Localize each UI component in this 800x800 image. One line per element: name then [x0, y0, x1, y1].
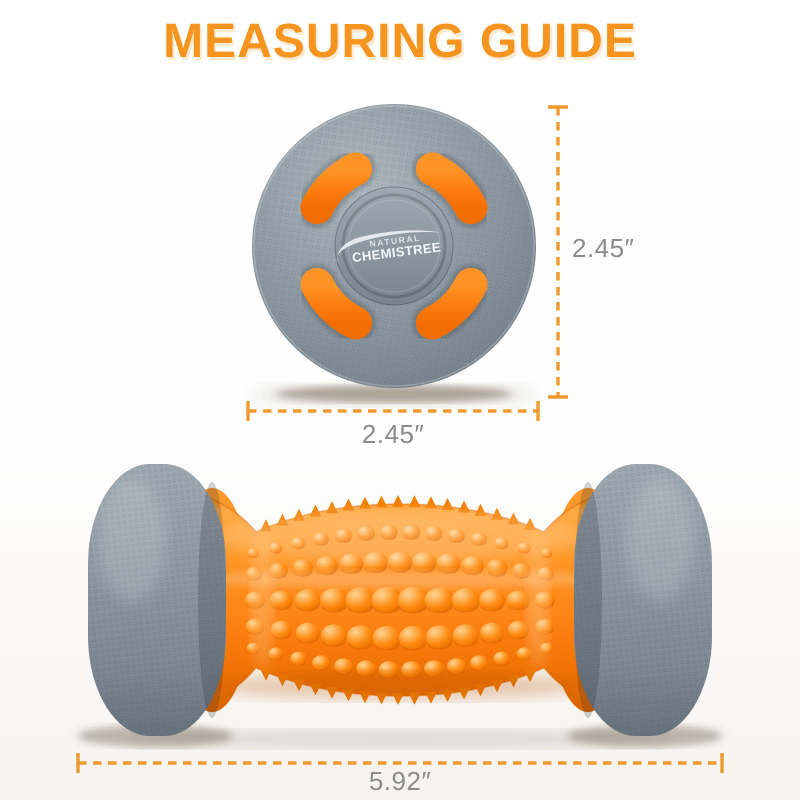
neck-highlight-left: [251, 532, 273, 668]
page-title: MEASURING GUIDE: [163, 15, 637, 68]
right-end-cap: [574, 464, 712, 736]
body-sheen-band: [195, 570, 605, 588]
orange-slot: [300, 267, 373, 340]
disc-contact-shadow: [276, 385, 512, 403]
height-dimension-line: [548, 105, 568, 399]
disc-rim-highlight: [253, 105, 535, 387]
roller-shadow: [130, 730, 670, 748]
orange-slot: [415, 152, 488, 225]
body-shade-lower: [210, 672, 590, 700]
disc-width-label: 2.45″: [361, 419, 425, 449]
neck-highlight-right: [527, 532, 549, 668]
roller-length-label: 5.92″: [368, 766, 432, 796]
disc-hub: [334, 186, 454, 306]
orange-slot: [415, 267, 488, 340]
logo-swoosh: [336, 230, 443, 264]
disc-height-label: 2.45″: [572, 233, 635, 263]
orange-slots: [300, 152, 488, 340]
body-highlight-upper: [215, 510, 585, 562]
left-end-cap: [88, 464, 226, 736]
disc-end-view: NATURAL CHEMISTREE: [252, 104, 536, 406]
disc-hub-groove: [341, 193, 447, 299]
orange-slot: [300, 152, 373, 225]
roller-side-view: [77, 464, 723, 748]
